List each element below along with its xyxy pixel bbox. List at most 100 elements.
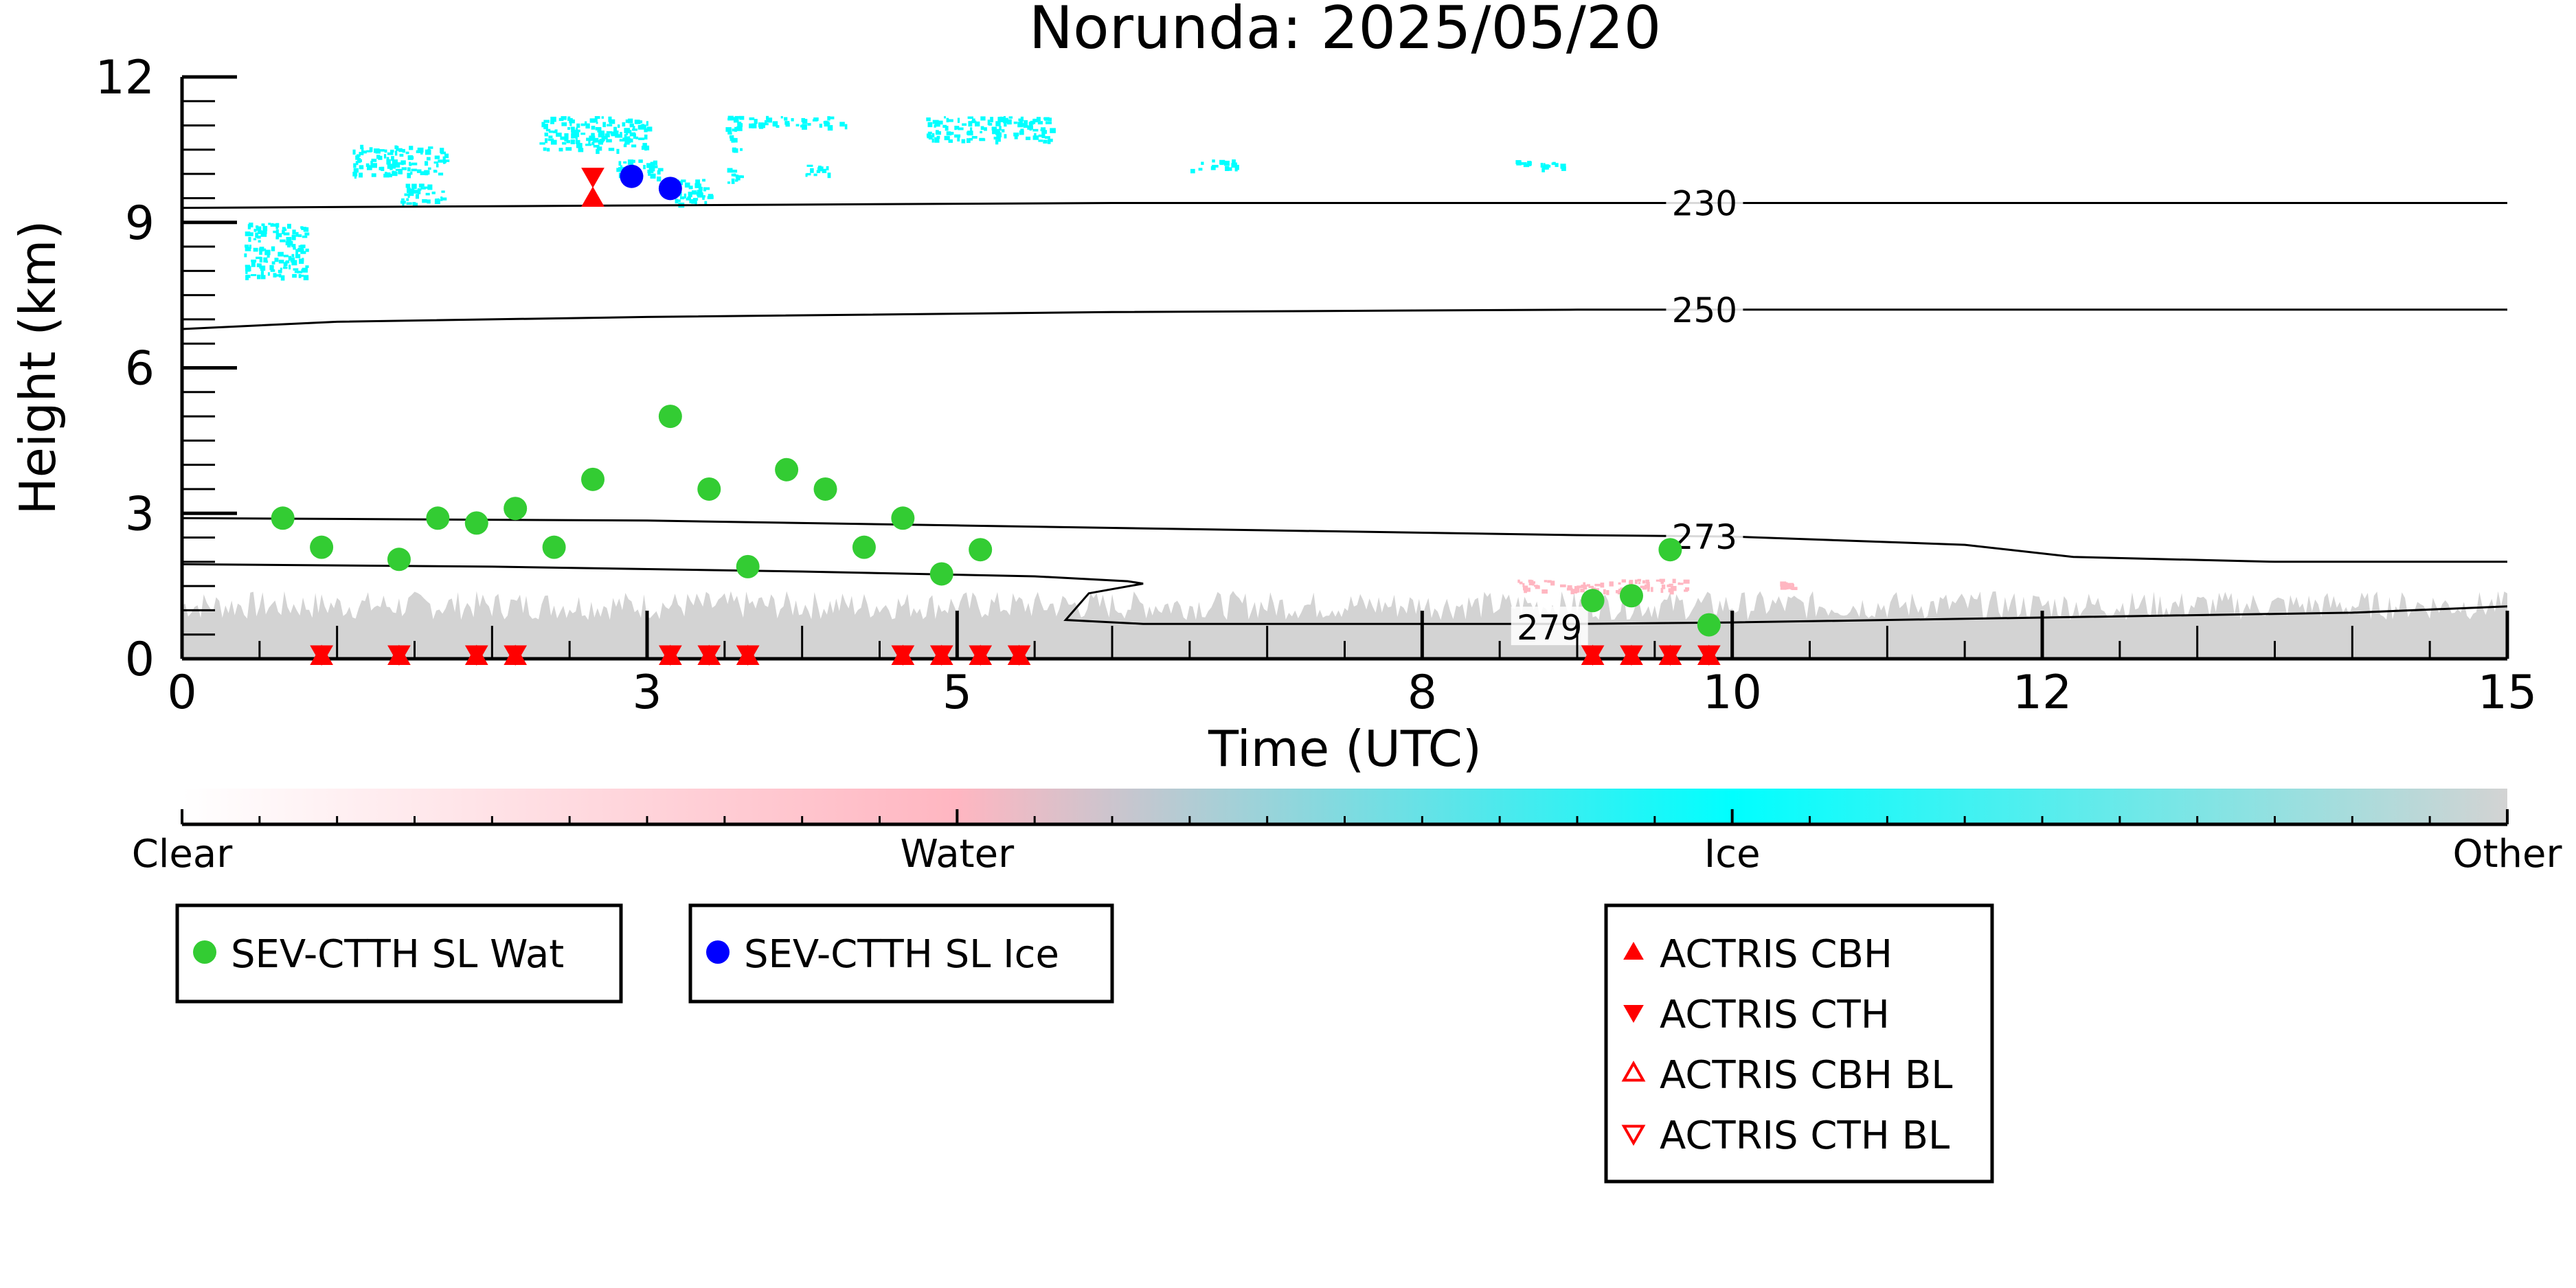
ice-region bbox=[400, 183, 447, 207]
x-tick-label: 10 bbox=[1702, 666, 1762, 720]
colorbar-ticks bbox=[181, 809, 2509, 824]
data-point bbox=[1581, 645, 1605, 666]
isotherm-250 bbox=[182, 308, 2507, 330]
legend-marker bbox=[706, 940, 730, 964]
data-point bbox=[929, 562, 953, 586]
data-point bbox=[581, 168, 605, 188]
water-region bbox=[1780, 581, 1798, 590]
ice-region bbox=[539, 116, 653, 155]
data-point bbox=[310, 535, 334, 559]
data-point bbox=[929, 645, 953, 666]
legend-marker bbox=[1623, 941, 1644, 960]
x-tick-label: 15 bbox=[2478, 666, 2538, 720]
data-point bbox=[697, 477, 721, 501]
legend-box: SEV-CTTH SL Ice bbox=[688, 903, 1114, 1004]
x-tick-label: 0 bbox=[167, 666, 196, 720]
data-point bbox=[1658, 538, 1682, 562]
data-point bbox=[1620, 645, 1643, 666]
ice-region bbox=[805, 164, 831, 179]
x-tick-label: 8 bbox=[1408, 666, 1437, 720]
series-sev-ctth-sl-ice bbox=[620, 164, 682, 201]
data-point bbox=[542, 535, 566, 559]
data-point bbox=[736, 645, 760, 666]
isotherm-label: 250 bbox=[1672, 291, 1737, 330]
data-point bbox=[271, 506, 295, 530]
data-point bbox=[658, 405, 682, 429]
isotherm-label-bg bbox=[1511, 607, 1588, 646]
isotherm-273 bbox=[182, 517, 2507, 563]
series-actris-cth bbox=[310, 168, 1721, 666]
axes bbox=[180, 77, 2507, 661]
isotherm-label-bg bbox=[1666, 182, 1743, 221]
data-point bbox=[891, 506, 915, 530]
data-point bbox=[581, 186, 605, 207]
ice-region bbox=[352, 144, 450, 179]
markers bbox=[271, 164, 1721, 666]
legend-marker bbox=[1623, 1005, 1644, 1024]
ice-region bbox=[727, 115, 848, 131]
data-point bbox=[852, 535, 876, 559]
y-tick-label: 6 bbox=[125, 342, 155, 396]
ice-region bbox=[727, 168, 744, 184]
data-point bbox=[387, 547, 411, 572]
isotherm-label: 230 bbox=[1672, 184, 1737, 224]
y-tick-label: 12 bbox=[95, 51, 155, 105]
ice-region bbox=[1515, 160, 1566, 172]
colorbar-label: Clear bbox=[132, 832, 233, 877]
legend-marker bbox=[1621, 1125, 1646, 1146]
data-point bbox=[620, 164, 644, 188]
x-axis-label: Time (UTC) bbox=[1208, 720, 1482, 778]
data-point bbox=[310, 645, 333, 666]
data-point bbox=[775, 457, 799, 482]
series-sev-ctth-sl-wat bbox=[271, 405, 1721, 637]
isotherm-label-bg bbox=[1666, 289, 1743, 328]
legend-label: ACTRIS CTH BL bbox=[1660, 1114, 1950, 1158]
isotherm-230 bbox=[182, 202, 2507, 210]
legends: SEV-CTTH SL Wat SEV-CTTH SL Ice ACTRIS CBH… bbox=[175, 903, 1994, 1184]
water-regions bbox=[1517, 578, 1798, 596]
legend-marker bbox=[193, 940, 216, 964]
x-tick-label: 12 bbox=[2013, 666, 2072, 720]
isotherm-label: 279 bbox=[1517, 608, 1582, 648]
data-point bbox=[697, 645, 721, 666]
isotherms: 230 250 273 279 bbox=[182, 182, 2507, 648]
legend-box: SEV-CTTH SL Wat bbox=[175, 903, 623, 1004]
data-point bbox=[658, 177, 682, 201]
ice-regions bbox=[244, 115, 1566, 281]
chart-title: Norunda: 2025/05/20 bbox=[1029, 0, 1662, 63]
legend-frame bbox=[1604, 903, 1994, 1184]
legend-label: ACTRIS CBH BL bbox=[1660, 1053, 1952, 1098]
legend-label: SEV-CTTH SL Wat bbox=[231, 932, 564, 977]
colorbar-label: Other bbox=[2452, 832, 2562, 877]
legend-frame bbox=[175, 903, 623, 1004]
data-point bbox=[426, 506, 450, 530]
data-point bbox=[1619, 584, 1643, 608]
data-point bbox=[969, 645, 993, 666]
colorbar-label: Ice bbox=[1704, 832, 1761, 877]
ice-region bbox=[244, 223, 310, 281]
ice-region bbox=[725, 126, 743, 153]
colorbar: Clear Water Ice Other bbox=[132, 789, 2563, 877]
data-point bbox=[1658, 645, 1682, 666]
water-region bbox=[1517, 578, 1690, 596]
y-tick-label: 0 bbox=[125, 633, 155, 687]
data-point bbox=[736, 554, 760, 578]
data-point bbox=[658, 645, 682, 666]
data-point bbox=[1007, 645, 1031, 666]
ice-region bbox=[1190, 159, 1239, 174]
legend-label: ACTRIS CBH bbox=[1660, 932, 1893, 977]
x-tick-label: 3 bbox=[632, 666, 662, 720]
y-ticks: 0 3 6 9 12 bbox=[95, 51, 237, 687]
colorbar-labels: Clear Water Ice Other bbox=[132, 832, 2563, 877]
y-tick-label: 3 bbox=[125, 487, 155, 541]
data-point bbox=[891, 645, 915, 666]
data-point bbox=[464, 645, 488, 666]
legend-marker bbox=[1621, 1060, 1646, 1082]
isotherm-label: 273 bbox=[1672, 517, 1737, 557]
x-tick-label: 5 bbox=[942, 666, 972, 720]
y-axis-label: Height (km) bbox=[9, 221, 67, 515]
isotherm-279 bbox=[182, 563, 2507, 625]
data-point bbox=[504, 497, 528, 521]
data-point bbox=[813, 477, 837, 501]
ice-region bbox=[926, 116, 1056, 145]
